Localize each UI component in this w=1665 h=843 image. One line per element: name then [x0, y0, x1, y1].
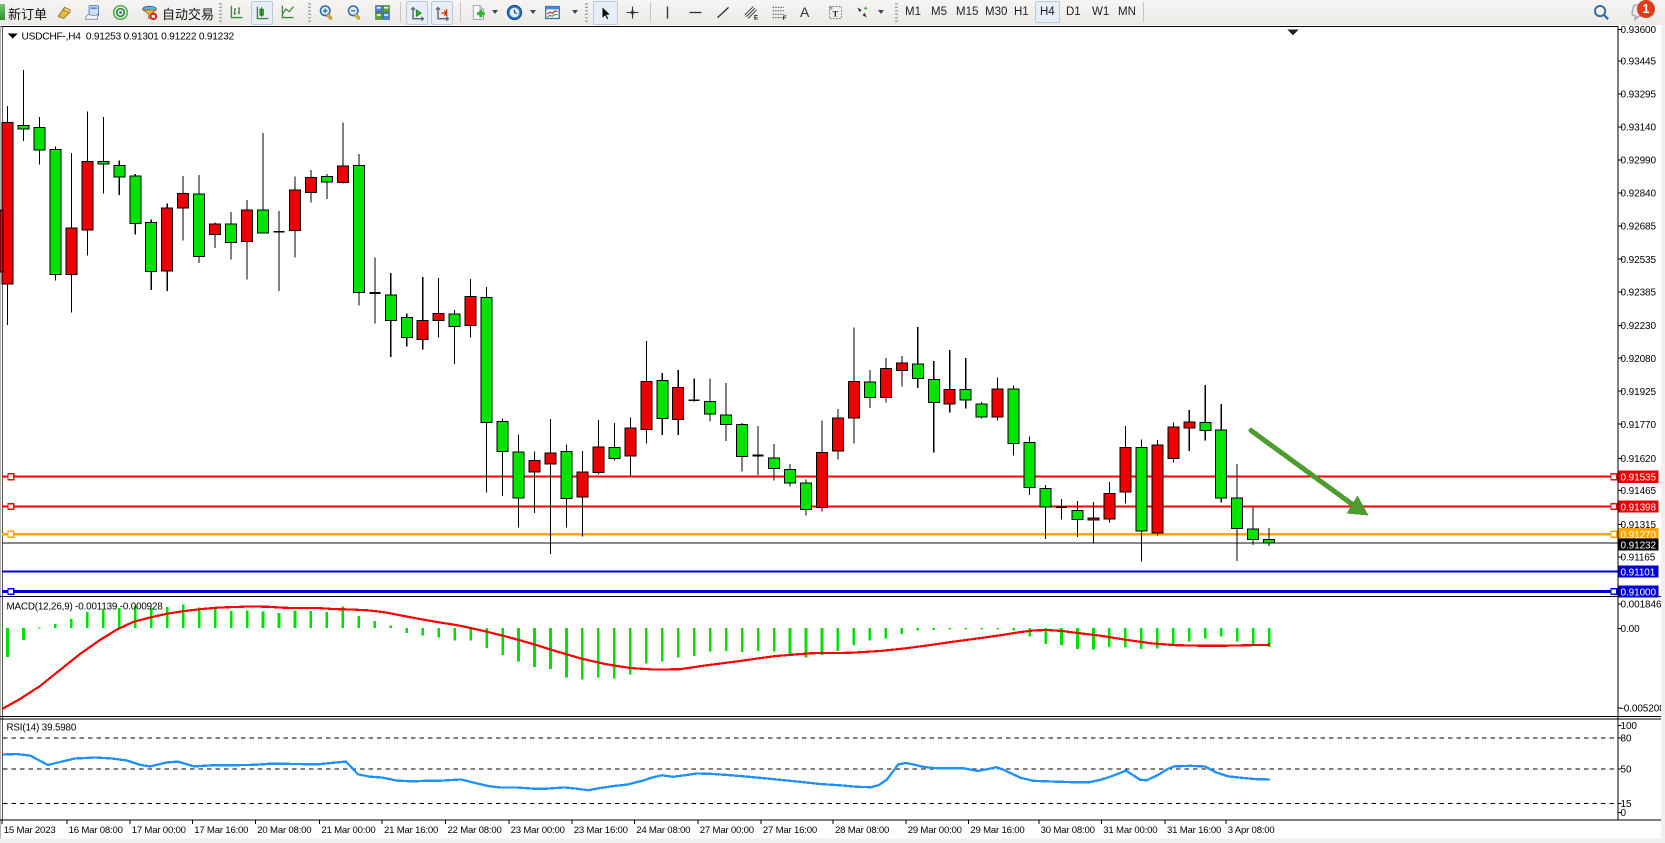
svg-text:-0.005208: -0.005208	[1621, 704, 1665, 715]
svg-text:1: 1	[1643, 2, 1650, 16]
svg-text:23 Mar 00:00: 23 Mar 00:00	[511, 825, 565, 836]
svg-text:0.92080: 0.92080	[1621, 354, 1657, 365]
svg-text:3 Apr 08:00: 3 Apr 08:00	[1228, 825, 1275, 836]
svg-text:0.91270: 0.91270	[1621, 530, 1657, 541]
svg-text:50: 50	[1621, 765, 1632, 776]
svg-text:21 Mar 00:00: 21 Mar 00:00	[321, 825, 375, 836]
svg-text:0.91000: 0.91000	[1621, 587, 1657, 598]
svg-text:0.92840: 0.92840	[1621, 189, 1657, 200]
svg-text:28 Mar 08:00: 28 Mar 08:00	[835, 825, 889, 836]
svg-text:0.91315: 0.91315	[1621, 520, 1657, 531]
svg-text:21 Mar 16:00: 21 Mar 16:00	[384, 825, 438, 836]
svg-text:USDCHF-,H4 0.91253 0.91301 0.: USDCHF-,H4 0.91253 0.91301 0.91222 0.912…	[22, 32, 235, 43]
svg-text:0.00: 0.00	[1621, 624, 1641, 635]
svg-text:F: F	[783, 16, 787, 21]
svg-text:0.91535: 0.91535	[1621, 473, 1657, 484]
svg-text:0.92385: 0.92385	[1621, 288, 1657, 299]
svg-text:20 Mar 08:00: 20 Mar 08:00	[257, 825, 311, 836]
svg-text:MACD(12,26,9) -0.001139 -0.000: MACD(12,26,9) -0.001139 -0.000928	[7, 602, 164, 613]
svg-text:0.91232: 0.91232	[1621, 540, 1657, 551]
svg-text:0.91925: 0.91925	[1621, 387, 1657, 398]
svg-text:17 Mar 00:00: 17 Mar 00:00	[132, 825, 186, 836]
svg-text:0.92230: 0.92230	[1621, 321, 1657, 332]
svg-text:0: 0	[1621, 808, 1627, 819]
svg-text:0.92990: 0.92990	[1621, 156, 1657, 167]
svg-text:E: E	[754, 15, 758, 21]
svg-text:0.91770: 0.91770	[1621, 420, 1657, 431]
svg-text:30 Mar 08:00: 30 Mar 08:00	[1041, 825, 1095, 836]
svg-text:24 Mar 08:00: 24 Mar 08:00	[636, 825, 690, 836]
svg-text:80: 80	[1621, 734, 1632, 745]
svg-text:31 Mar 00:00: 31 Mar 00:00	[1103, 825, 1157, 836]
svg-text:0.92535: 0.92535	[1621, 255, 1657, 266]
svg-text:0.91165: 0.91165	[1621, 553, 1656, 564]
svg-text:29 Mar 00:00: 29 Mar 00:00	[908, 825, 962, 836]
svg-text:0.92685: 0.92685	[1621, 222, 1657, 233]
svg-text:15: 15	[1621, 799, 1632, 810]
svg-text:16 Mar 08:00: 16 Mar 08:00	[69, 825, 123, 836]
svg-text:22 Mar 08:00: 22 Mar 08:00	[448, 825, 502, 836]
svg-text:0.91465: 0.91465	[1621, 486, 1657, 497]
svg-text:0.001846: 0.001846	[1621, 599, 1662, 610]
svg-text:29 Mar 16:00: 29 Mar 16:00	[970, 825, 1024, 836]
svg-text:15 Mar 2023: 15 Mar 2023	[4, 825, 56, 836]
svg-text:27 Mar 16:00: 27 Mar 16:00	[763, 825, 817, 836]
svg-text:0.93295: 0.93295	[1621, 90, 1657, 101]
svg-text:17 Mar 16:00: 17 Mar 16:00	[194, 825, 248, 836]
svg-text:31 Mar 16:00: 31 Mar 16:00	[1167, 825, 1221, 836]
svg-text:27 Mar 00:00: 27 Mar 00:00	[700, 825, 754, 836]
svg-text:23 Mar 16:00: 23 Mar 16:00	[574, 825, 628, 836]
svg-text:0.91620: 0.91620	[1621, 454, 1657, 465]
svg-text:0.91101: 0.91101	[1621, 567, 1656, 578]
svg-text:0.93140: 0.93140	[1621, 123, 1657, 134]
svg-text:T: T	[833, 8, 839, 18]
svg-text:0.93600: 0.93600	[1621, 25, 1657, 36]
svg-text:RSI(14) 39.5980: RSI(14) 39.5980	[7, 723, 77, 734]
svg-text:0.93445: 0.93445	[1621, 57, 1657, 68]
svg-text:0.91398: 0.91398	[1621, 502, 1657, 513]
svg-text:100: 100	[1621, 721, 1638, 732]
